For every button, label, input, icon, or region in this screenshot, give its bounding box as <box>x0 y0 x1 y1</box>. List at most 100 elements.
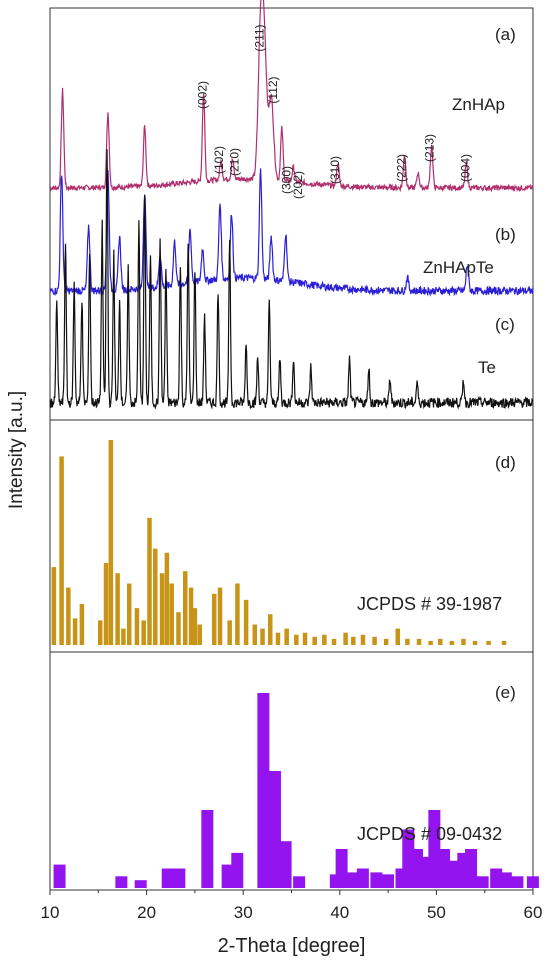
bar <box>147 517 152 645</box>
panel-letter: (e) <box>495 683 516 702</box>
bar <box>438 638 443 645</box>
bar <box>97 620 103 645</box>
bar <box>211 593 217 645</box>
bar <box>161 868 174 888</box>
bar <box>134 880 147 888</box>
bar <box>126 583 132 645</box>
bar <box>164 552 170 645</box>
panel-frame-1 <box>49 7 534 421</box>
bar <box>197 624 202 645</box>
hkl-label: (213) <box>423 134 437 162</box>
hkl-label: (004) <box>458 154 472 182</box>
bar <box>383 638 389 645</box>
bar <box>176 612 181 645</box>
hkl-label: (002) <box>196 81 210 109</box>
bar <box>217 587 223 645</box>
bar <box>235 583 240 645</box>
bar <box>381 874 394 888</box>
bar <box>257 693 270 888</box>
hkl-label: (300) <box>280 166 294 194</box>
hkl-label: (202) <box>291 171 305 199</box>
bar <box>372 636 377 645</box>
bar <box>108 440 114 645</box>
jcpds-label: JCPDS # 39-1987 <box>357 594 502 614</box>
x-tick-label: 20 <box>137 903 156 922</box>
bar <box>486 640 491 645</box>
x-tick-label: 40 <box>330 903 349 922</box>
x-tick-label: 60 <box>524 903 543 922</box>
bar <box>472 640 478 645</box>
panel-letter: (c) <box>495 315 515 334</box>
bar <box>526 876 539 888</box>
bar <box>159 573 165 645</box>
bar <box>66 587 71 645</box>
bar <box>447 860 460 888</box>
bar <box>201 810 214 888</box>
bar <box>103 563 109 645</box>
bar <box>188 587 194 645</box>
bar <box>343 632 348 645</box>
bar <box>499 872 512 888</box>
bar <box>416 638 422 645</box>
bar <box>428 640 433 645</box>
series-name: ZnHApTe <box>423 258 494 277</box>
hkl-label: (210) <box>227 148 241 176</box>
bar <box>345 872 358 888</box>
bar <box>173 868 186 888</box>
bar <box>322 634 327 645</box>
hkl-label: (102) <box>212 146 226 174</box>
bar <box>153 548 158 645</box>
trace-ZnHApTe <box>49 168 534 297</box>
hkl-label: (112) <box>266 76 280 103</box>
bar <box>227 620 232 645</box>
x-tick-label: 30 <box>234 903 253 922</box>
bar <box>221 864 234 888</box>
bar <box>79 604 85 645</box>
panel-letter: (d) <box>495 453 516 472</box>
bar <box>169 583 174 645</box>
bar <box>294 634 299 645</box>
bar <box>449 640 455 645</box>
bar <box>461 638 466 645</box>
hkl-label: (211) <box>253 24 267 51</box>
trace-ZnHAp <box>49 0 534 193</box>
bar <box>115 876 128 888</box>
bar <box>252 624 258 645</box>
bar <box>293 876 306 888</box>
bar <box>121 628 126 645</box>
hkl-label: (310) <box>328 156 342 184</box>
bar <box>192 608 198 645</box>
y-axis-title: Intensity [a.u.] <box>6 391 27 509</box>
bar <box>335 849 348 888</box>
bar <box>405 638 410 645</box>
panel-frame-2 <box>49 419 534 653</box>
bar <box>243 599 249 645</box>
bar <box>141 620 146 645</box>
bar <box>356 868 369 888</box>
bar <box>465 849 478 888</box>
panel-letter: (b) <box>495 225 516 244</box>
bar <box>490 868 503 888</box>
bar <box>428 810 441 888</box>
trace-Te <box>49 149 534 410</box>
bar <box>511 876 524 888</box>
bar <box>231 852 244 888</box>
bar <box>72 618 78 645</box>
bar <box>418 856 431 888</box>
bar <box>302 632 308 645</box>
bar <box>115 573 120 645</box>
bar <box>51 567 57 645</box>
bar <box>182 571 188 645</box>
bar <box>351 636 356 645</box>
panel-letter: (a) <box>495 25 516 44</box>
bar <box>284 628 289 645</box>
x-tick-label: 50 <box>427 903 446 922</box>
bar <box>267 614 273 645</box>
jcpds-label: JCPDS # 09-0432 <box>357 824 502 844</box>
series-name: Te <box>478 358 496 377</box>
bar <box>360 634 366 645</box>
bar <box>331 638 337 645</box>
bar <box>312 636 317 645</box>
bar <box>438 849 451 888</box>
x-axis-title: 2-Theta [degree] <box>218 935 366 957</box>
